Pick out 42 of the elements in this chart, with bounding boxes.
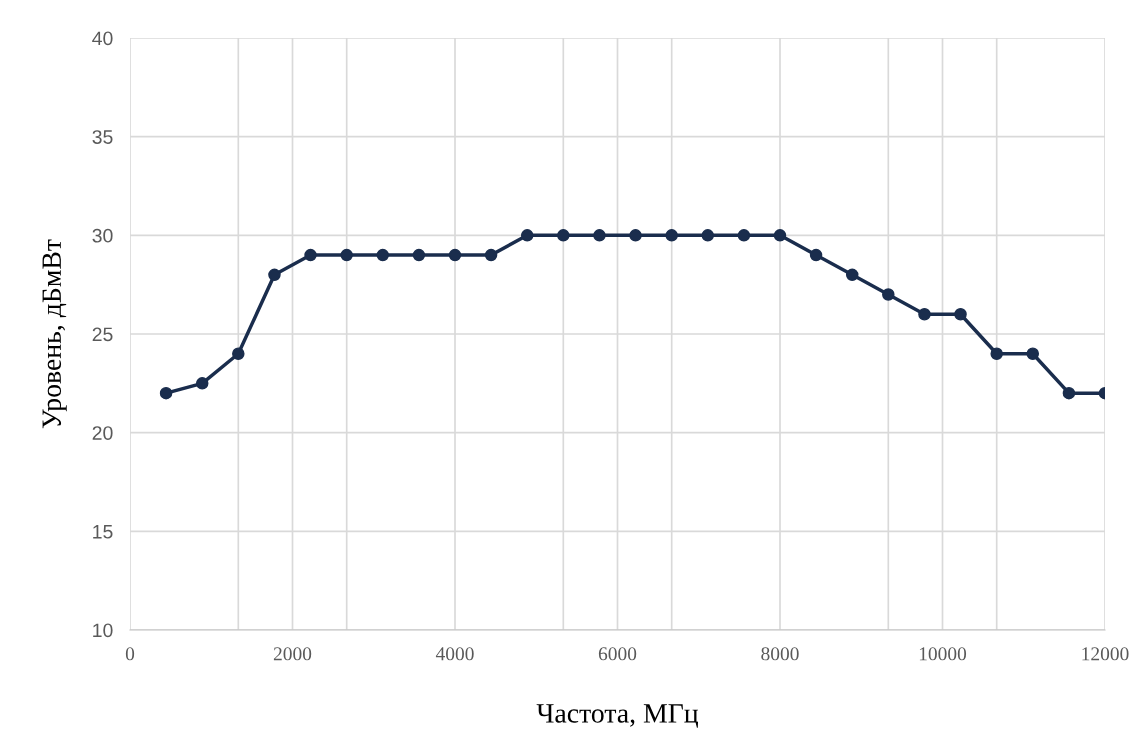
point <box>520 229 534 242</box>
point <box>773 229 787 242</box>
x-tick-label: 2000 <box>273 647 312 661</box>
point <box>159 386 173 400</box>
point <box>665 229 678 242</box>
point <box>232 347 245 360</box>
point <box>557 229 570 242</box>
point <box>484 248 498 262</box>
y-tick-label: 15 <box>93 525 113 539</box>
point <box>954 308 967 321</box>
x-tick-label: 12000 <box>1082 647 1129 661</box>
point <box>448 248 462 262</box>
x-tick-label: 6000 <box>598 647 637 661</box>
y-tick-label: 10 <box>93 623 113 638</box>
x-tick-label: 0 <box>125 647 135 661</box>
point <box>629 229 642 242</box>
x-tick-label: 8000 <box>761 647 799 661</box>
y-tick-label: 35 <box>92 130 113 144</box>
point <box>809 248 823 262</box>
point <box>918 308 931 321</box>
point <box>1026 347 1040 360</box>
point <box>1062 386 1076 400</box>
point <box>701 229 715 242</box>
point <box>990 347 1003 360</box>
x-tick-label: 4000 <box>435 647 474 661</box>
point <box>195 377 209 390</box>
y-axis-title: Уровень, дБмВт <box>42 239 67 429</box>
point <box>412 248 426 262</box>
y-tick-label: 30 <box>92 228 113 243</box>
point <box>882 288 895 301</box>
y-tick-label: 20 <box>92 426 113 440</box>
y-tick-label: 40 <box>92 31 113 46</box>
point <box>845 268 859 282</box>
x-axis-title: Частота, МГц <box>536 704 699 728</box>
point <box>304 248 317 262</box>
y-tick-label: 25 <box>92 327 113 342</box>
point <box>340 248 353 262</box>
point <box>376 248 390 262</box>
x-tick-label: 10000 <box>919 647 967 661</box>
point <box>737 229 751 242</box>
point <box>593 229 606 242</box>
point <box>268 268 281 282</box>
